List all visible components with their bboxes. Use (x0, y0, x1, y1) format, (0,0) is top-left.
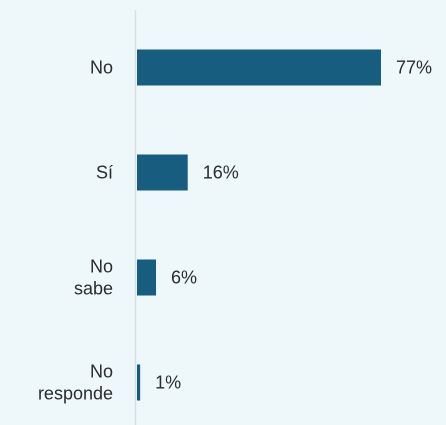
category-label-1-line-0: Sí (96, 163, 113, 183)
value-label-1: 16% (203, 163, 239, 183)
value-label-3: 1% (155, 373, 181, 393)
bar-2 (137, 259, 157, 296)
bar-3 (137, 364, 141, 401)
category-label-3-line-0: No (90, 362, 113, 382)
category-label-2-line-1: sabe (74, 279, 113, 299)
bar-1 (137, 154, 188, 191)
category-label-3-line-1: responde (38, 384, 113, 404)
value-label-0: 77% (396, 58, 432, 78)
category-label-0-line-0: No (90, 58, 113, 78)
value-label-2: 6% (171, 268, 197, 288)
category-label-2-line-0: No (90, 257, 113, 277)
bars-group (137, 49, 381, 401)
bar-0 (137, 49, 381, 86)
